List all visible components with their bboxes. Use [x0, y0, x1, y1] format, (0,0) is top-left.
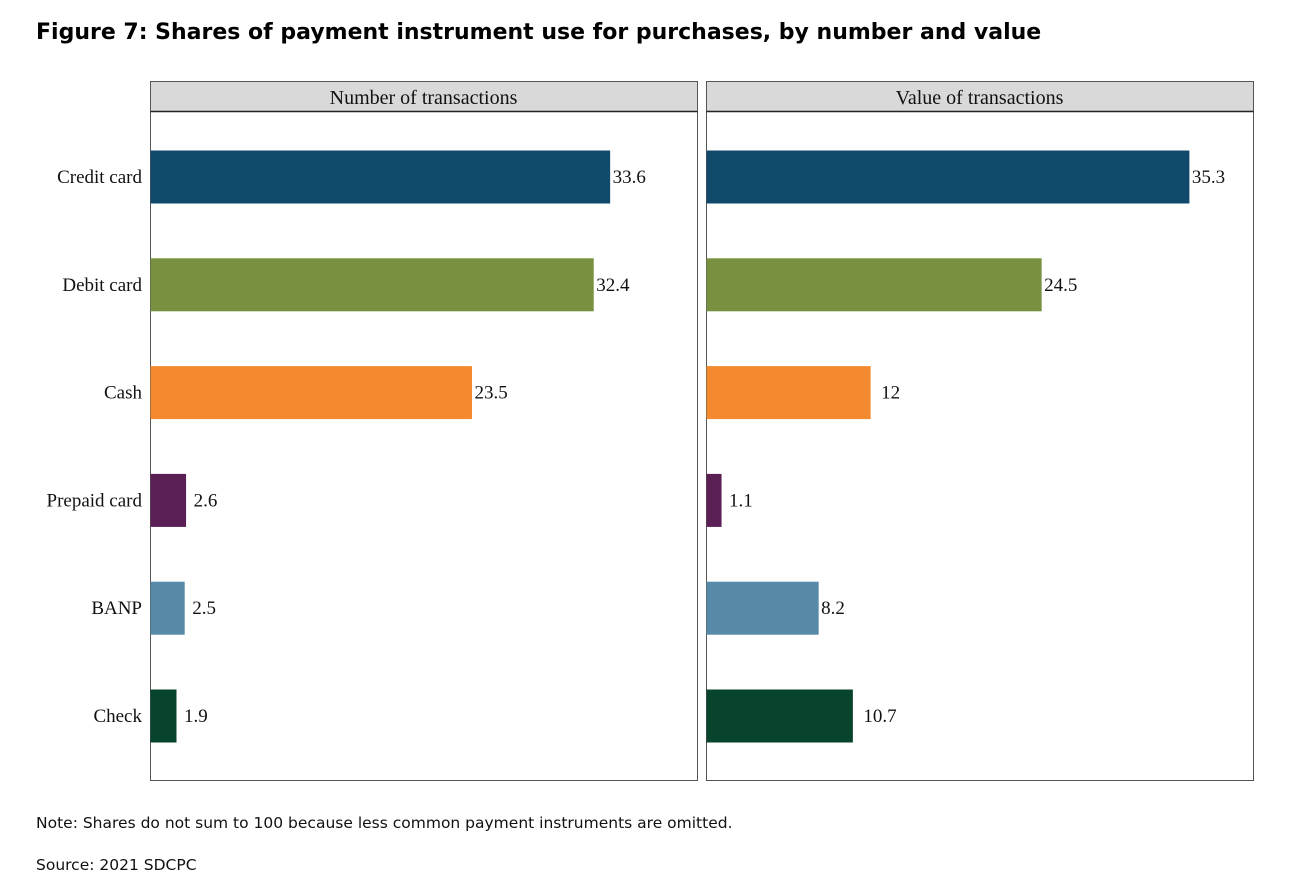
- category-label-check: Check: [93, 706, 142, 727]
- panel-2-bar-cash: [706, 366, 871, 420]
- panel-2-bar-credit-card: [706, 150, 1190, 204]
- category-label-credit-card: Credit card: [57, 167, 142, 188]
- category-label-debit-card: Debit card: [62, 275, 142, 296]
- panel-1-bar-check: [150, 689, 177, 743]
- panel-1-bar-banp: [150, 581, 185, 635]
- figure-note: Note: Shares do not sum to 100 because l…: [36, 814, 733, 832]
- panel-2-title: Value of transactions: [896, 87, 1064, 109]
- panel-2-bar-prepaid-card: [706, 473, 722, 527]
- figure-title: Figure 7: Shares of payment instrument u…: [36, 20, 1042, 45]
- figure-source: Source: 2021 SDCPC: [36, 856, 197, 874]
- panel-1-bar-credit-card: [150, 150, 611, 204]
- panel-2-header: [706, 81, 1254, 112]
- panel-1-value-label-credit-card: 33.6: [613, 167, 646, 188]
- panel-2-value-label-credit-card: 35.3: [1192, 167, 1225, 188]
- panel-2-bar-debit-card: [706, 258, 1042, 312]
- panel-2-bar-check: [706, 689, 853, 743]
- panel-1-bar-debit-card: [150, 258, 594, 312]
- category-label-prepaid-card: Prepaid card: [47, 490, 143, 511]
- category-label-banp: BANP: [91, 598, 142, 619]
- panel-1-value-label-prepaid-card: 2.6: [194, 490, 218, 511]
- panel-2-value-label-cash: 12: [881, 383, 900, 404]
- category-label-cash: Cash: [104, 383, 143, 404]
- panel-1-value-label-banp: 2.5: [192, 598, 216, 619]
- panel-2-value-label-debit-card: 24.5: [1044, 275, 1077, 296]
- panel-1-header: [150, 81, 698, 112]
- panel-2-value-label-prepaid-card: 1.1: [729, 490, 753, 511]
- panel-2-bar-banp: [706, 581, 819, 635]
- panel-2-value-label-check: 10.7: [863, 706, 896, 727]
- panel-1-value-label-check: 1.9: [184, 706, 208, 727]
- panel-1-bar-prepaid-card: [150, 473, 187, 527]
- panel-2-value-label-banp: 8.2: [821, 598, 845, 619]
- panel-1-value-label-cash: 23.5: [474, 383, 507, 404]
- panel-1-title: Number of transactions: [330, 87, 518, 109]
- panel-1-value-label-debit-card: 32.4: [596, 275, 630, 296]
- panel-1-bar-cash: [150, 366, 472, 420]
